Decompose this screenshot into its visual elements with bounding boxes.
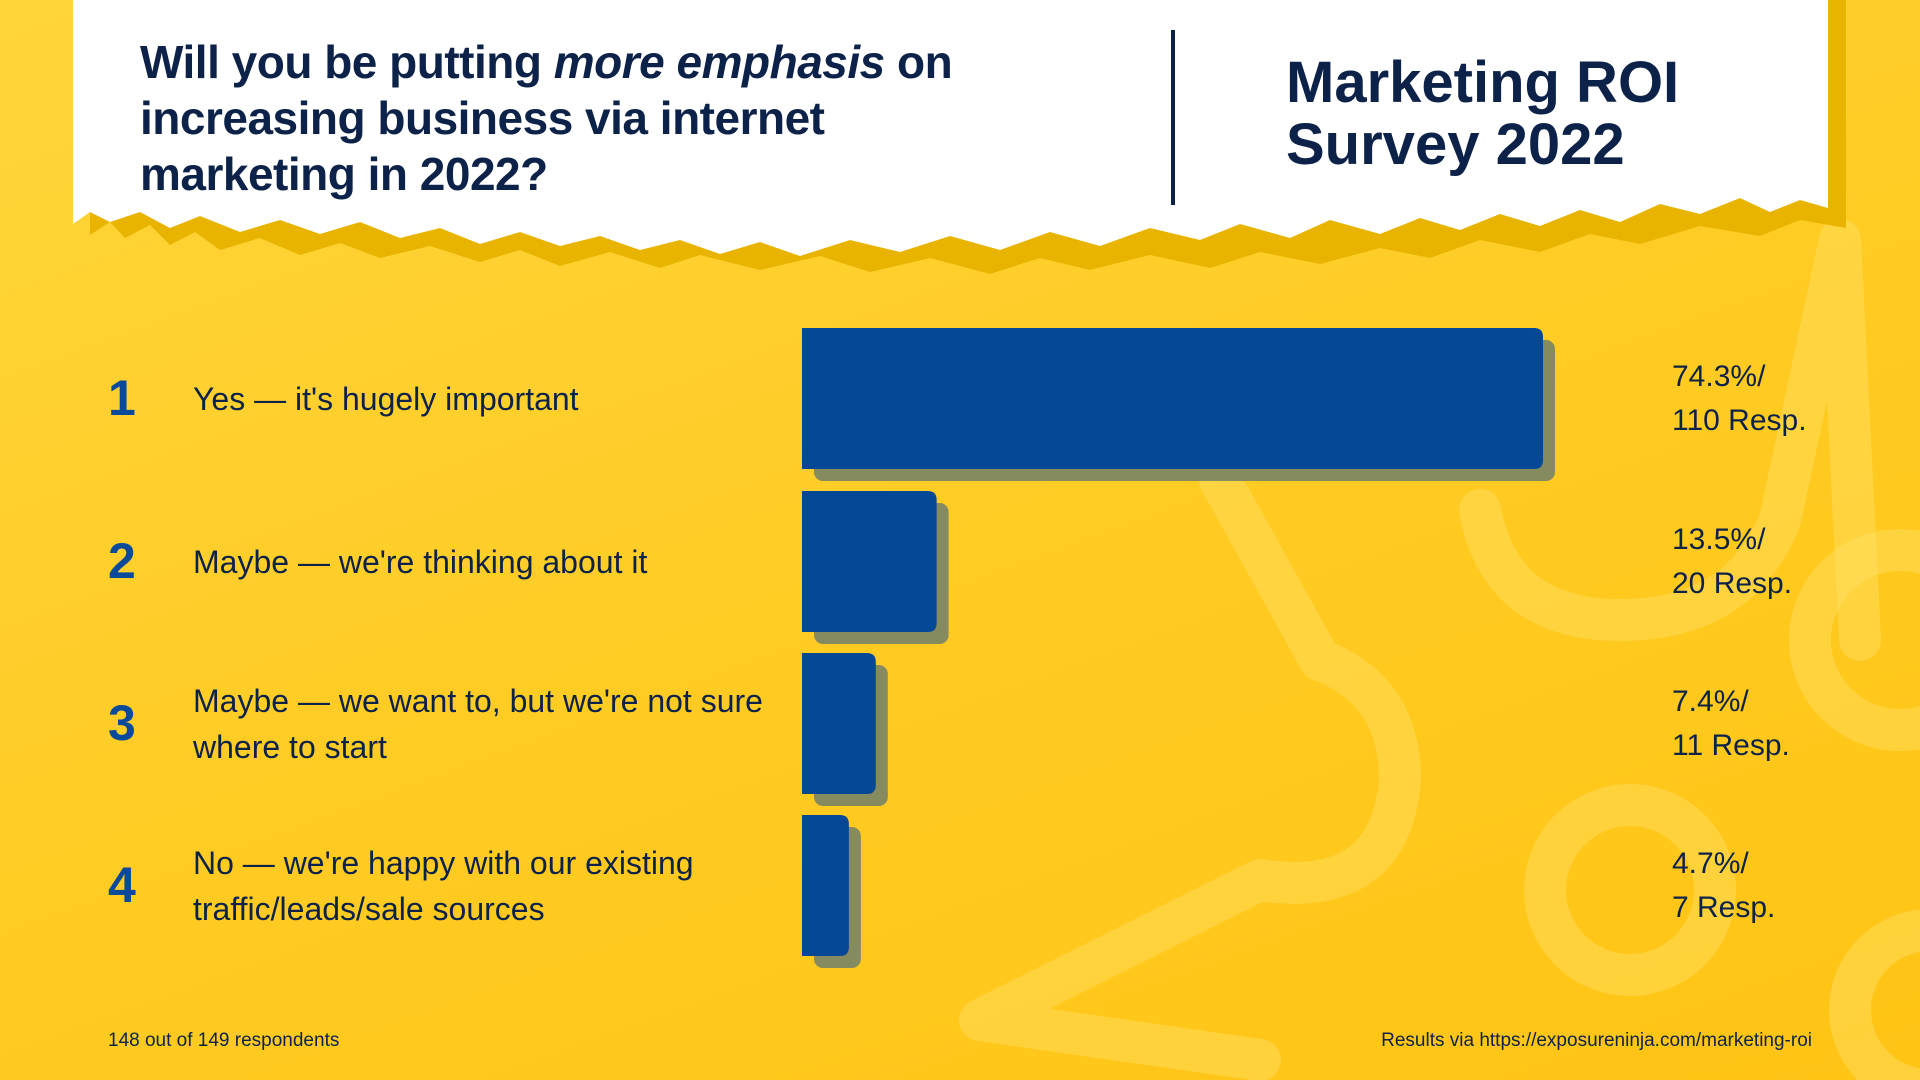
question-text: Will you be putting	[140, 36, 554, 88]
response-count-label: 20 Resp.	[1672, 566, 1793, 600]
question-text: on increasing business via internet mark…	[140, 36, 953, 200]
category-label: Maybe — we want to, but we're not sure w…	[193, 682, 763, 765]
percent-label: 74.3%/	[1672, 359, 1766, 393]
bar-4	[802, 815, 849, 956]
torn-paper-header	[73, 0, 1846, 274]
value-label: 4.7%/ 7 Resp.	[1672, 842, 1775, 930]
value-label: 7.4%/ 11 Resp.	[1672, 680, 1790, 768]
value-label: 13.5%/ 20 Resp.	[1672, 518, 1792, 606]
row-number: 3	[108, 694, 136, 751]
value-label: 74.3%/ 110 Resp.	[1672, 355, 1807, 443]
response-count-label: 7 Resp.	[1672, 890, 1776, 924]
survey-question: Will you be putting more emphasis on inc…	[140, 34, 1040, 202]
row-number: 4	[108, 856, 136, 913]
percent-label: 13.5%/	[1672, 522, 1766, 556]
question-emphasis: more emphasis	[553, 36, 885, 88]
percent-label: 4.7%/	[1672, 846, 1749, 880]
survey-title: Marketing ROI Survey 2022	[1286, 52, 1806, 176]
survey-title-line: Survey 2022	[1286, 112, 1625, 177]
header-divider	[1171, 30, 1175, 205]
row-number: 1	[108, 369, 136, 426]
bar-3	[802, 653, 876, 794]
bar-1	[802, 328, 1543, 469]
category-label: Yes — it's hugely important	[193, 380, 579, 417]
response-count-label: 110 Resp.	[1672, 403, 1807, 437]
percent-label: 7.4%/	[1672, 684, 1749, 718]
category-label: Maybe — we're thinking about it	[193, 543, 648, 580]
respondent-count: 148 out of 149 respondents	[108, 1030, 340, 1051]
survey-title-line: Marketing ROI	[1286, 50, 1680, 115]
row-number: 2	[108, 532, 136, 589]
category-label: No — we're happy with our existing traff…	[193, 844, 694, 927]
bar-2	[802, 491, 937, 632]
source-link[interactable]: Results via https://exposureninja.com/ma…	[1381, 1030, 1812, 1051]
response-count-label: 11 Resp.	[1672, 728, 1790, 762]
